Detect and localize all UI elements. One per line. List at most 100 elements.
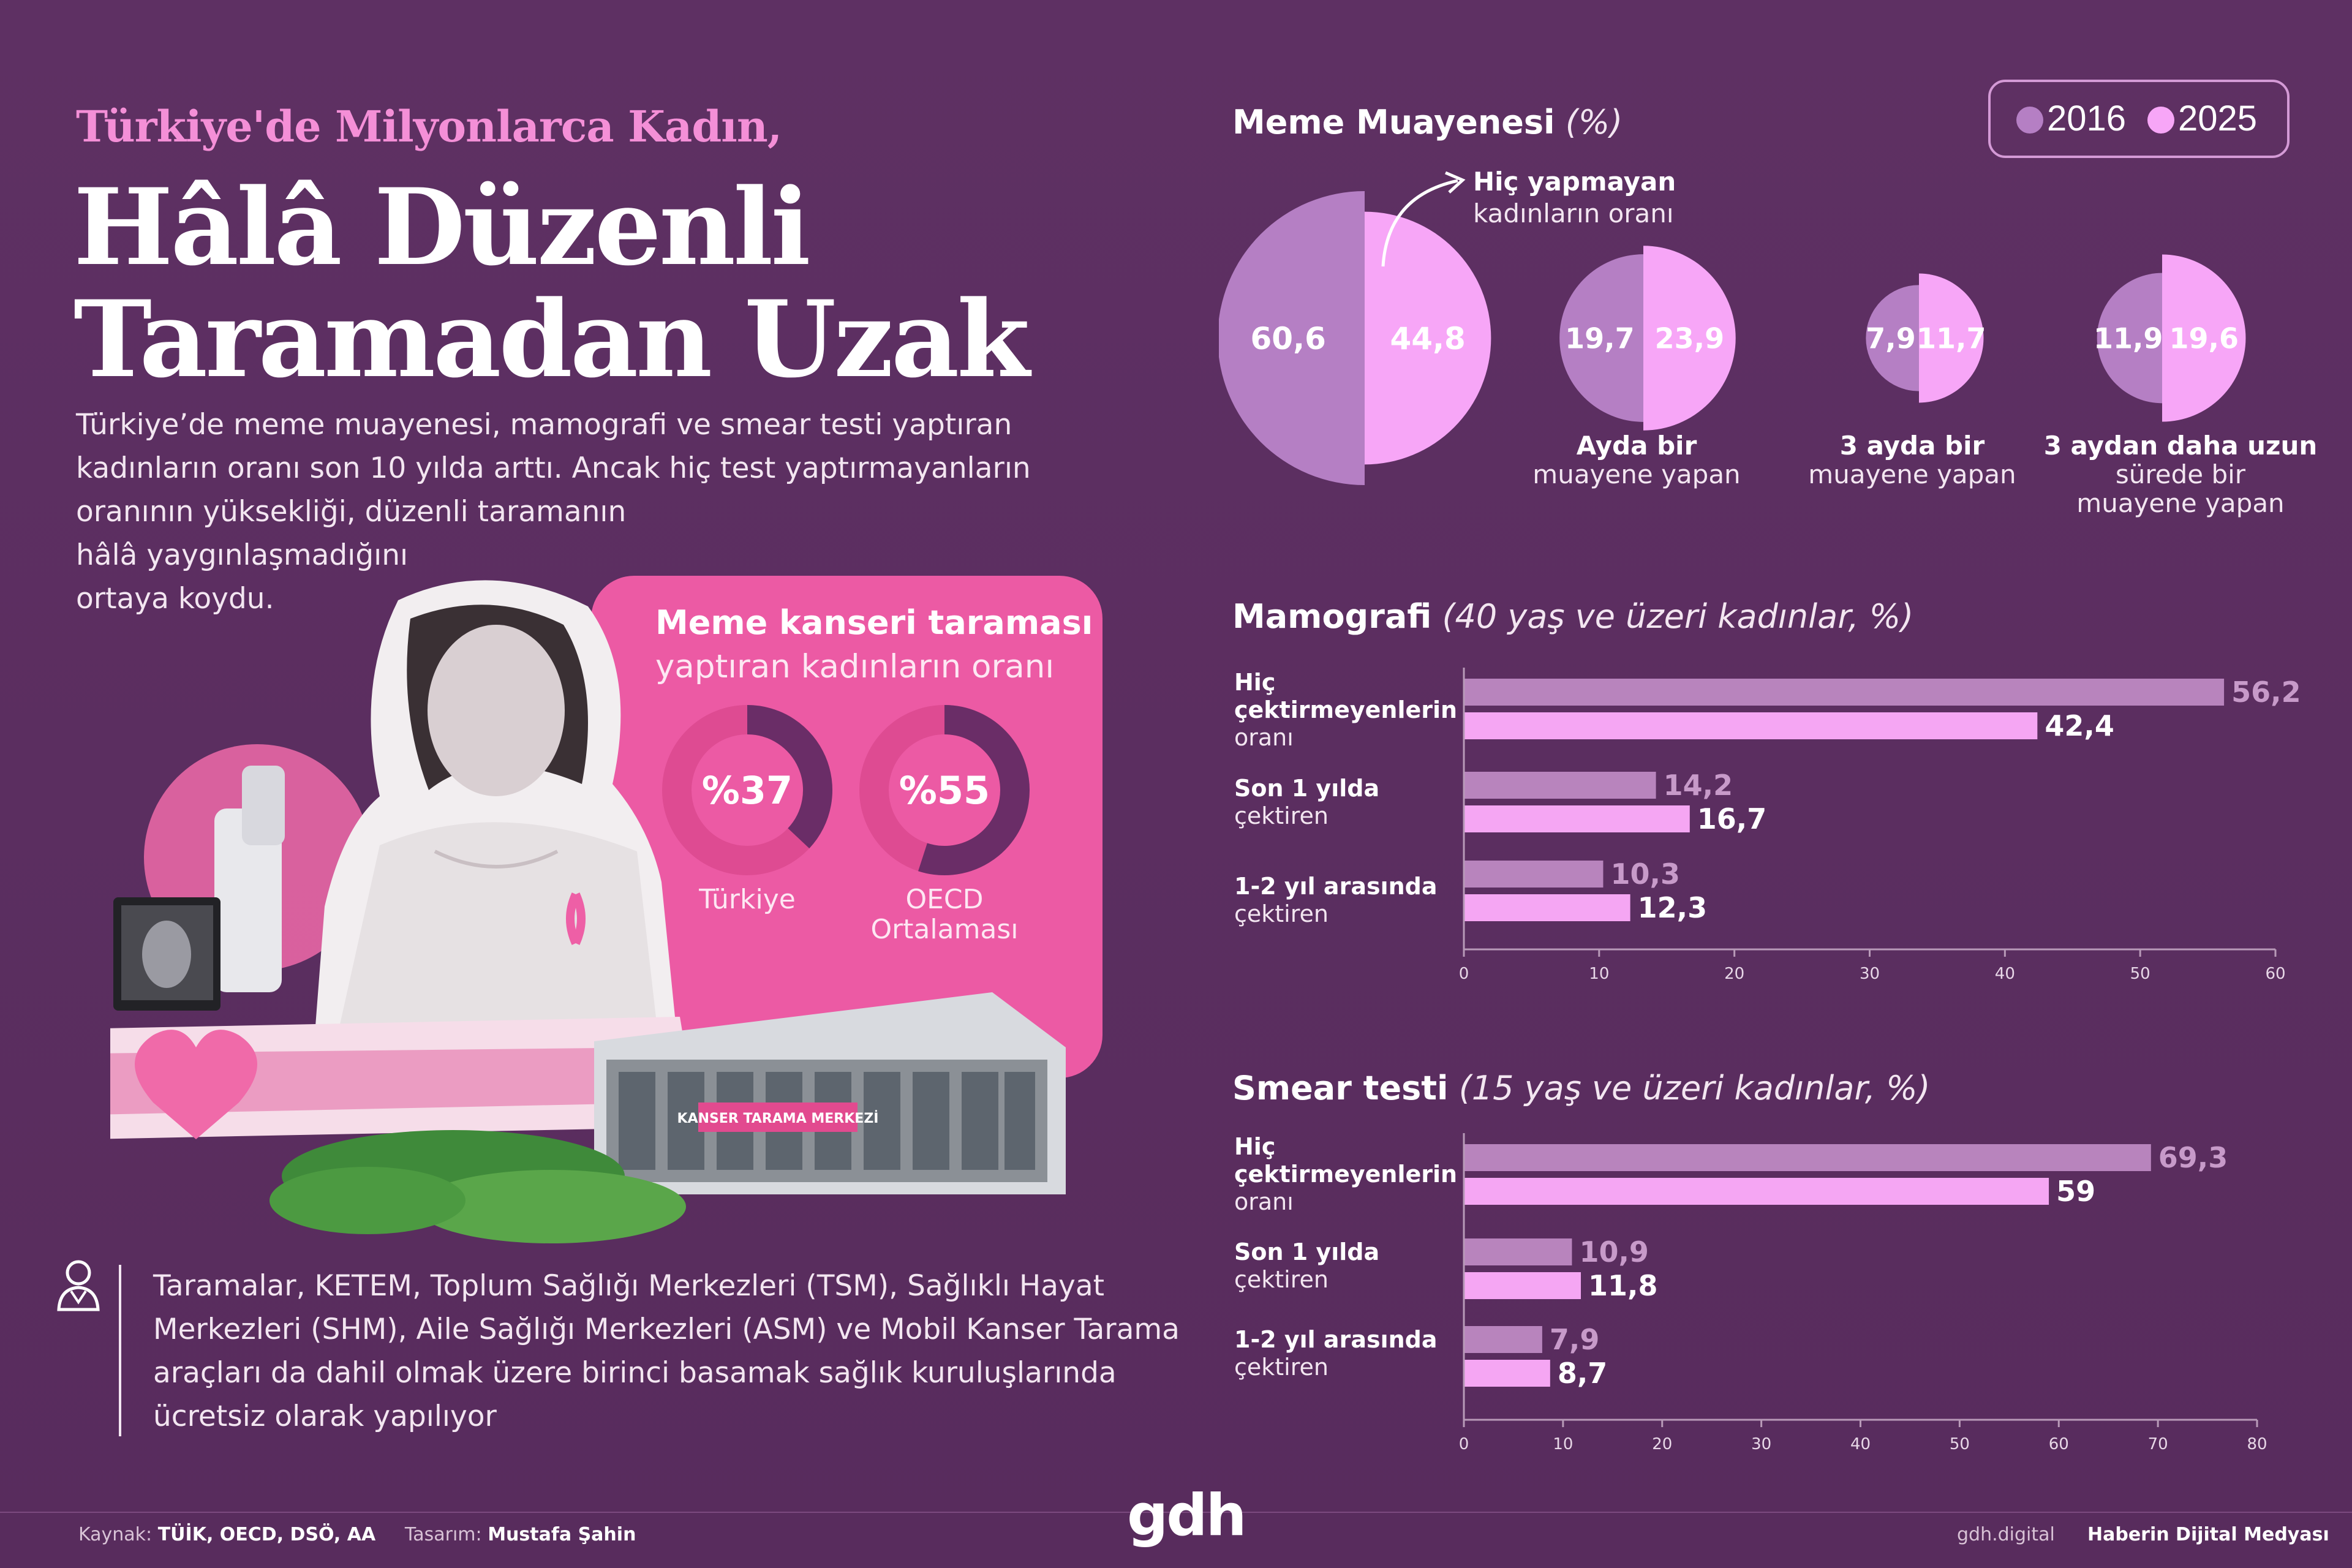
pie-caption-longer-light2: muayene yapan <box>2076 488 2285 518</box>
smear-cat3-bold: 1-2 yıl arasında <box>1234 1326 1438 1353</box>
x-tick-label: 20 <box>1652 1435 1672 1453</box>
half-pie-2016 <box>2097 273 2162 404</box>
bar-value-2016: 10,9 <box>1579 1235 1649 1268</box>
breast-exam-title-unit: (%) <box>1565 103 1623 141</box>
half-pie-2025 <box>1365 211 1491 465</box>
smear-cat1-light: oranı <box>1234 1188 1294 1215</box>
bar-2025 <box>1464 1272 1581 1299</box>
bar-2025 <box>1464 712 2038 739</box>
bar-2016 <box>1464 1326 1542 1353</box>
info-line: araçları da dahil olmak üzere birinci ba… <box>153 1356 1117 1390</box>
pie-value-2025: 11,7 <box>1917 322 1986 355</box>
pie-value-2025: 44,8 <box>1390 321 1465 356</box>
half-pie-2016 <box>1219 191 1365 485</box>
mammography-title-note: (40 yaş ve üzeri kadınlar, %) <box>1442 597 1914 636</box>
source-value: TÜİK, OECD, DSÖ, AA <box>157 1524 376 1545</box>
pie-value-2016: 11,9 <box>2094 322 2163 355</box>
pie-caption-monthly-light: muayene yapan <box>1532 459 1741 489</box>
legend-label-2025: 2025 <box>2178 99 2258 138</box>
half-pie-2016 <box>1866 285 1919 391</box>
x-tick-label: 10 <box>1553 1435 1573 1453</box>
bar-2025 <box>1464 1178 2049 1205</box>
bar-value-2025: 42,4 <box>2045 709 2114 742</box>
x-tick-label: 0 <box>1459 965 1469 983</box>
kicker-text: Türkiye'de Milyonlarca Kadın, <box>76 101 782 152</box>
bar-2025 <box>1464 894 1630 921</box>
half-pie-2016 <box>1559 254 1643 422</box>
pie-caption-monthly-bold: Ayda bir <box>1576 431 1697 461</box>
breast-exam-title-text: Meme Muayenesi <box>1232 103 1555 141</box>
breast-exam-title: Meme Muayenesi (%) <box>1232 103 1623 141</box>
x-tick-label: 40 <box>1850 1435 1871 1453</box>
donut-value: %37 <box>702 768 793 813</box>
smear-cat3-light: çektiren <box>1234 1353 1329 1381</box>
footer-site: gdh.digital <box>1957 1524 2055 1545</box>
pie-value-2025: 19,6 <box>2169 322 2239 355</box>
intro-line: kadınların oranı son 10 yılda arttı. Anc… <box>76 451 1031 485</box>
pie-value-2016: 19,7 <box>1565 322 1635 355</box>
bar-value-2016: 10,3 <box>1610 858 1680 891</box>
legend-dot-2016 <box>2016 107 2043 134</box>
mammo-cat1-bold1: Hiç <box>1234 669 1276 696</box>
bar-2016 <box>1464 861 1604 888</box>
mammo-cat1-bold2: çektirmeyenlerin <box>1234 696 1458 723</box>
bar-2025 <box>1464 805 1690 832</box>
mammo-category-2: Son 1 yılda çektiren <box>1234 775 1379 830</box>
intro-line: Türkiye’de meme muayenesi, mamografi ve … <box>76 408 1012 442</box>
card-subtitle: yaptıran kadınların oranı <box>655 648 1055 685</box>
main-title-line2: Taramadan Uzak <box>74 277 1030 401</box>
smear-cat1-bold1: Hiç <box>1234 1133 1276 1160</box>
bar-value-2025: 16,7 <box>1697 802 1766 835</box>
doctor-icon <box>57 1260 100 1311</box>
mammo-category-1: Hiç çektirmeyenlerin oranı <box>1234 669 1457 751</box>
bar-value-2025: 59 <box>2056 1175 2095 1208</box>
woman-hospital-illustration: KANSER TARAMA MERKEZİ <box>110 580 1066 1243</box>
design-label: Tasarım: <box>404 1524 482 1545</box>
x-tick-label: 50 <box>2130 965 2150 983</box>
mammo-cat2-light: çektiren <box>1234 802 1329 829</box>
bar-value-2025: 12,3 <box>1638 891 1708 924</box>
legend <box>1988 80 2290 158</box>
design-value: Mustafa Şahin <box>488 1524 636 1545</box>
donut-value: %55 <box>899 768 990 813</box>
card-title: Meme kanseri taraması <box>655 603 1093 642</box>
bar-value-2016: 14,2 <box>1664 769 1733 802</box>
info-divider <box>119 1265 121 1436</box>
bar-2016 <box>1464 1144 2151 1171</box>
pie-value-2016: 60,6 <box>1251 321 1326 356</box>
intro-line: hâlâ yaygınlaşmadığını <box>76 538 409 572</box>
donut-caption-oecd-line2: Ortalaması <box>870 914 1019 945</box>
breast-exam-half-pies: 60,6 44,8 19,7 23,9 7,9 11,7 11,9 19,6 <box>1219 171 2246 485</box>
smear-cat2-light: çektiren <box>1234 1265 1329 1293</box>
half-pie-2025 <box>1643 246 1736 431</box>
x-tick-label: 30 <box>1751 1435 1771 1453</box>
mammography-bar-chart: 56,2 42,4 14,216,7 10,312,3 0 10 20 30 40 50 60 <box>1459 668 2301 983</box>
pie-annotation-bold: Hiç yapmayan <box>1473 167 1676 197</box>
pie-caption-3month-light: muayene yapan <box>1808 459 2016 489</box>
pie-caption-3month-bold: 3 ayda bir <box>1839 431 1985 461</box>
footer-tagline: Haberin Dijital Medyası <box>2087 1524 2329 1545</box>
legend-dot-2025 <box>2147 107 2174 134</box>
bar-2016 <box>1464 772 1656 799</box>
gdh-logo: gdh <box>1127 1482 1246 1549</box>
pie-value-2025: 23,9 <box>1655 322 1725 355</box>
mammo-category-3: 1-2 yıl arasında çektiren <box>1234 873 1438 928</box>
half-pie-2025 <box>1919 273 1984 403</box>
donut-caption-oecd-line1: OECD <box>905 884 984 915</box>
smear-bar-chart: 69,3 59 10,911,8 7,98,7 0 10 20 30 40 50 60 70 80 <box>1459 1133 2267 1453</box>
donut-fill-turkiye <box>747 705 832 849</box>
bar-value-2016: 69,3 <box>2158 1141 2228 1174</box>
legend-label-2016: 2016 <box>2047 99 2127 138</box>
smear-category-3: 1-2 yıl arasında çektiren <box>1234 1326 1438 1381</box>
x-tick-label: 70 <box>2148 1435 2168 1453</box>
footer-divider <box>0 1512 2352 1513</box>
bar-value-2016: 56,2 <box>2231 676 2301 709</box>
mammography-title: Mamografi (40 yaş ve üzeri kadınlar, %) <box>1232 597 1913 636</box>
pie-caption-longer-light1: sürede bir <box>2115 459 2246 489</box>
x-tick-label: 80 <box>2247 1435 2267 1453</box>
x-tick-label: 50 <box>1950 1435 1970 1453</box>
main-title-line1: Hâlâ Düzenli <box>74 165 811 289</box>
smear-cat1-bold2: çektirmeyenlerin <box>1234 1160 1458 1188</box>
x-tick-label: 0 <box>1459 1435 1469 1453</box>
